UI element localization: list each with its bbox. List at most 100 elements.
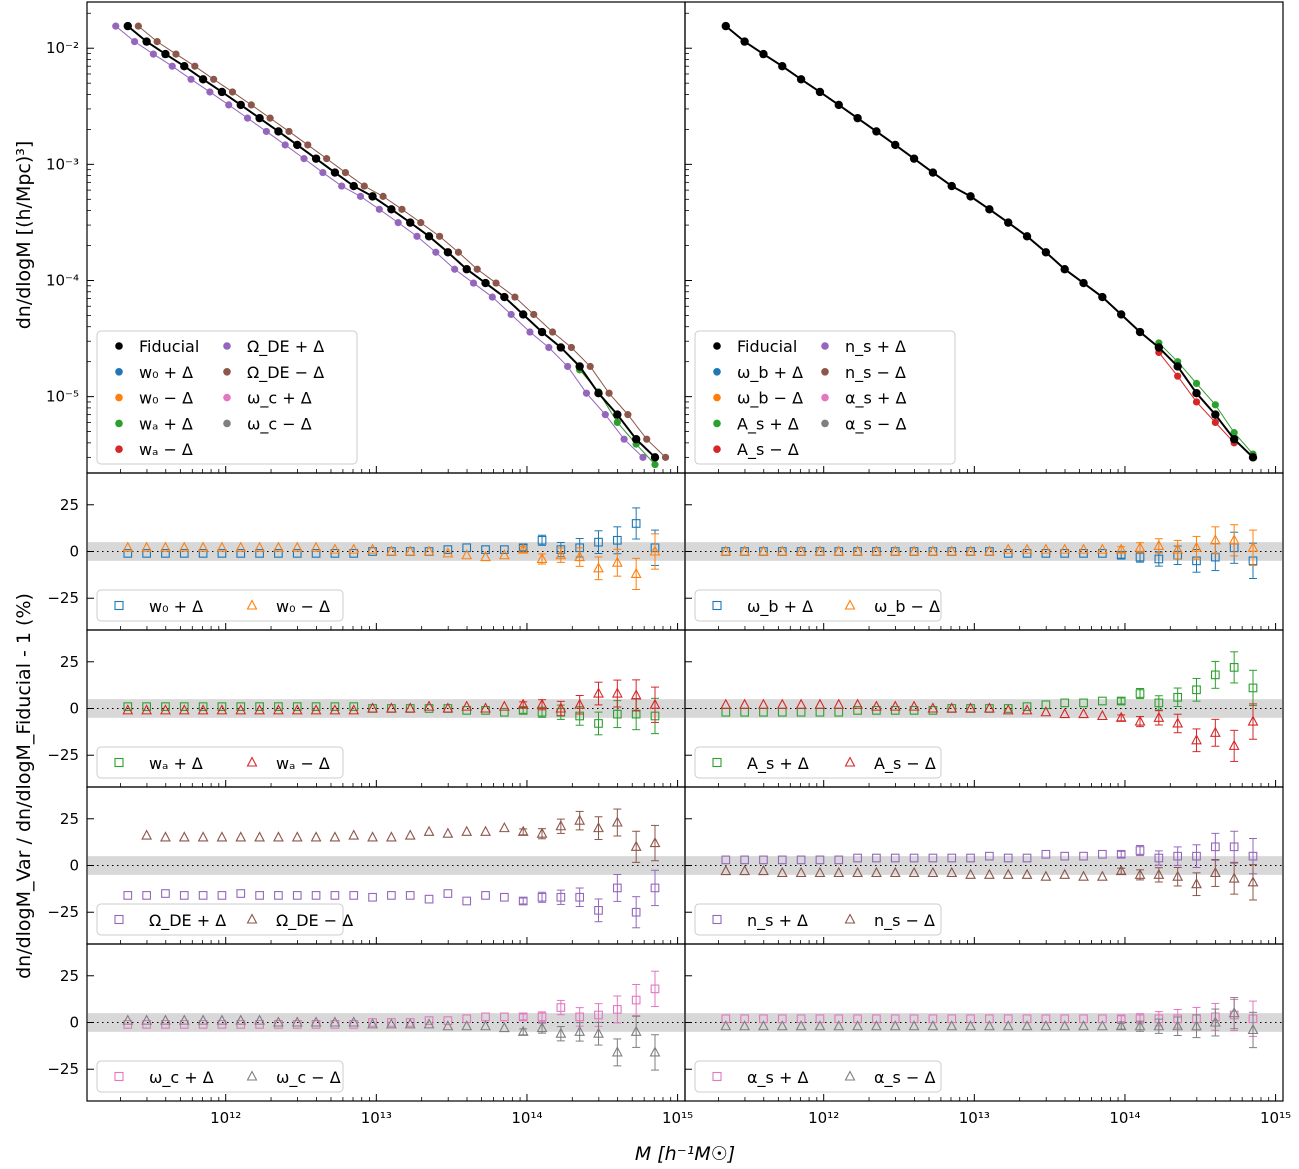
- data-point: [198, 891, 208, 900]
- data-point: [631, 519, 641, 528]
- data-point: [777, 1014, 787, 1024]
- data-point: [1211, 410, 1220, 419]
- data-point: [630, 840, 642, 851]
- series-line: [1158, 352, 1235, 444]
- data-point: [556, 343, 566, 352]
- data-point: [833, 866, 845, 878]
- data-point: [348, 1016, 360, 1027]
- data-point: [300, 155, 308, 163]
- data-point: [310, 831, 322, 842]
- data-point: [1172, 870, 1184, 881]
- data-point: [191, 62, 199, 70]
- data-point: [273, 541, 284, 552]
- data-point: [946, 866, 958, 878]
- legend-marker: [713, 393, 721, 402]
- data-point: [405, 891, 415, 900]
- data-point: [247, 101, 255, 109]
- data-point: [575, 362, 584, 371]
- data-point: [740, 1014, 749, 1024]
- legend-marker: [246, 599, 258, 610]
- data-point: [833, 698, 845, 709]
- data-point: [928, 1014, 938, 1024]
- legend-marker: [246, 756, 258, 767]
- legend-marker: [713, 368, 721, 376]
- data-point: [1021, 704, 1033, 715]
- data-point: [236, 702, 246, 711]
- data-point: [612, 1005, 622, 1014]
- data-point: [349, 891, 359, 900]
- x-tick-label: 10¹⁵: [662, 1109, 693, 1127]
- data-point: [872, 127, 881, 136]
- y-tick-label: 0: [69, 543, 79, 561]
- data-point: [330, 702, 340, 711]
- data-point: [178, 541, 190, 552]
- data-point: [740, 855, 749, 865]
- data-point: [555, 820, 567, 831]
- data-point: [1078, 707, 1089, 719]
- data-point: [1115, 864, 1127, 876]
- data-point: [160, 704, 171, 715]
- legend-marker: [115, 368, 123, 376]
- data-point: [424, 894, 434, 904]
- data-point: [130, 38, 139, 46]
- data-point: [1021, 543, 1033, 554]
- data-point: [216, 704, 228, 715]
- data-point: [593, 821, 604, 833]
- data-point: [1210, 842, 1220, 852]
- data-point: [872, 1014, 881, 1024]
- data-point: [1230, 429, 1238, 437]
- data-point: [758, 698, 769, 709]
- data-point: [852, 866, 864, 878]
- data-point: [1060, 1014, 1070, 1024]
- x-tick-label: 10¹⁴: [1109, 1109, 1140, 1127]
- data-point: [1154, 853, 1164, 863]
- data-point: [611, 687, 623, 698]
- data-point: [281, 141, 289, 149]
- data-point: [1002, 543, 1014, 554]
- y-tick-label: 0: [69, 700, 79, 718]
- data-point: [404, 702, 416, 713]
- data-point: [387, 205, 396, 214]
- data-point: [927, 866, 939, 878]
- data-point: [480, 825, 491, 836]
- data-point: [946, 1020, 958, 1031]
- data-point: [385, 1018, 397, 1029]
- data-point: [1098, 1014, 1107, 1024]
- legend-label: A_s − Δ: [737, 440, 799, 460]
- data-point: [160, 541, 171, 552]
- data-point: [834, 1014, 844, 1024]
- data-point: [197, 541, 209, 552]
- legend-label: ω_b + Δ: [747, 597, 813, 617]
- data-point: [1135, 846, 1145, 855]
- data-point: [500, 1012, 509, 1022]
- data-point: [946, 702, 958, 713]
- data-point: [985, 851, 994, 861]
- legend-marker: [844, 1070, 856, 1081]
- data-point: [180, 62, 189, 71]
- data-point: [461, 825, 473, 836]
- data-point: [442, 827, 454, 838]
- data-point: [909, 853, 919, 863]
- data-point: [908, 866, 920, 878]
- data-point: [1002, 868, 1014, 879]
- data-point: [574, 698, 586, 709]
- data-point: [721, 21, 730, 31]
- legend-marker: [114, 914, 124, 925]
- data-point: [500, 292, 509, 302]
- data-point: [216, 831, 228, 842]
- legend-box: [694, 589, 942, 622]
- data-point: [168, 62, 176, 70]
- tolerance-band: [88, 856, 684, 875]
- legend-label: ω_c − Δ: [247, 414, 312, 434]
- data-point: [161, 549, 170, 558]
- data-point: [461, 700, 473, 711]
- data-point: [927, 702, 939, 713]
- data-point: [500, 892, 509, 902]
- data-point: [795, 866, 807, 878]
- data-point: [1041, 1014, 1051, 1024]
- data-point: [1135, 327, 1145, 337]
- legend-label: α_s − Δ: [845, 414, 906, 434]
- data-point: [947, 181, 956, 191]
- data-point: [1209, 726, 1221, 737]
- data-point: [123, 891, 133, 900]
